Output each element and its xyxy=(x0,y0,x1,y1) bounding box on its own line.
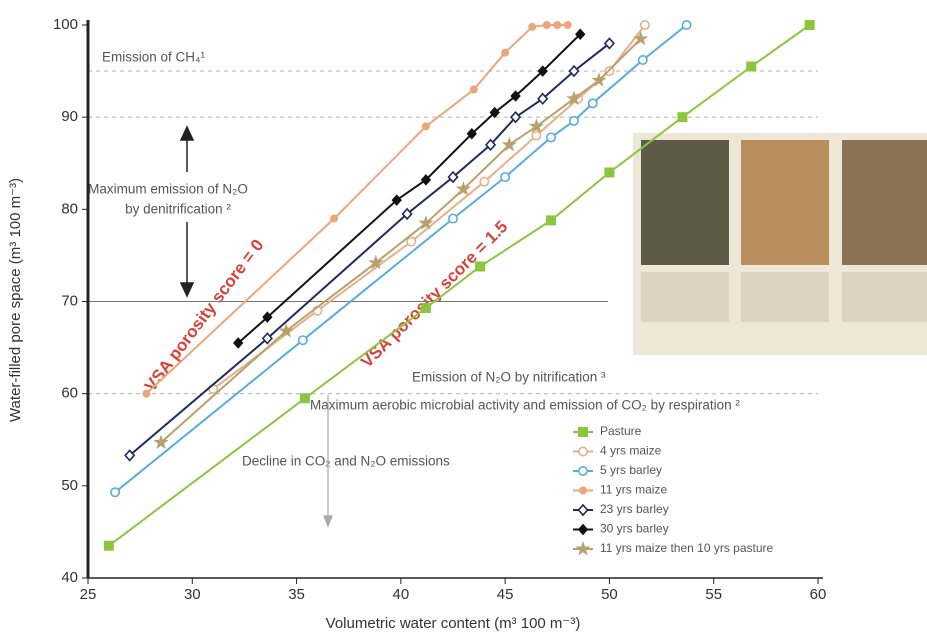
y-tick-label: 60 xyxy=(61,385,78,402)
annotation: VSA porosity score = 1.5 xyxy=(357,217,511,371)
marker xyxy=(480,177,488,185)
marker xyxy=(554,22,561,29)
annotation: Maximum emission of N₂O xyxy=(88,182,248,197)
marker xyxy=(111,488,119,496)
y-tick-label: 70 xyxy=(61,292,78,309)
marker xyxy=(501,173,509,181)
marker xyxy=(682,21,690,29)
x-tick-label: 55 xyxy=(705,586,722,603)
marker xyxy=(331,215,338,222)
marker xyxy=(422,123,429,130)
legend-marker xyxy=(579,467,587,475)
x-tick-label: 25 xyxy=(80,586,97,603)
legend-label: 11 yrs maize then 10 yrs pasture xyxy=(600,541,774,555)
x-tick-label: 35 xyxy=(288,586,305,603)
annotation: Emission of CH₄¹ xyxy=(102,50,206,65)
legend-marker xyxy=(577,543,589,555)
marker xyxy=(143,390,150,397)
legend-marker xyxy=(579,428,588,437)
marker xyxy=(570,117,578,125)
legend-label: Pasture xyxy=(600,424,642,438)
marker xyxy=(449,214,457,222)
series-line xyxy=(238,34,580,343)
x-tick-label: 45 xyxy=(497,586,514,603)
photo-inset xyxy=(633,133,927,355)
marker xyxy=(805,21,814,30)
marker xyxy=(407,237,415,245)
legend-label: 30 yrs barley xyxy=(600,522,669,536)
annotation: by denitrification ² xyxy=(125,202,231,217)
marker xyxy=(532,131,540,139)
marker xyxy=(421,303,430,312)
x-tick-label: 40 xyxy=(393,586,410,603)
annotation: VSA porosity score = 0 xyxy=(141,236,268,395)
marker xyxy=(299,336,307,344)
y-tick-label: 40 xyxy=(61,569,78,586)
marker xyxy=(605,168,614,177)
chart: Water-filled pore space (m³ 100 m⁻³) Vol… xyxy=(0,0,927,633)
x-axis-label: Volumetric water content (m³ 100 m⁻³) xyxy=(326,615,581,632)
marker xyxy=(641,21,649,29)
legend-marker xyxy=(580,487,587,494)
legend-marker xyxy=(579,525,588,535)
legend-marker xyxy=(579,505,588,515)
marker xyxy=(678,113,687,122)
legend-label: 23 yrs barley xyxy=(600,502,669,516)
y-tick-label: 50 xyxy=(61,477,78,494)
x-tick-label: 50 xyxy=(601,586,618,603)
marker xyxy=(547,133,555,141)
legend-label: 5 yrs barley xyxy=(600,463,662,477)
marker xyxy=(589,99,597,107)
marker xyxy=(300,394,309,403)
legend-label: 4 yrs maize xyxy=(600,444,662,458)
annotation: Emission of N₂O by nitrification ³ xyxy=(412,370,606,385)
x-tick-label: 30 xyxy=(184,586,201,603)
marker xyxy=(476,262,485,271)
marker xyxy=(547,216,556,225)
y-tick-label: 100 xyxy=(53,16,78,33)
x-tick-label: 60 xyxy=(810,586,827,603)
marker xyxy=(502,49,509,56)
marker xyxy=(747,62,756,71)
legend-label: 11 yrs maize xyxy=(600,483,667,497)
annotation: Maximum aerobic microbial activity and e… xyxy=(310,398,740,413)
series-line xyxy=(213,25,645,389)
marker xyxy=(470,86,477,93)
marker xyxy=(543,22,550,29)
y-tick-label: 80 xyxy=(61,200,78,217)
y-tick-label: 90 xyxy=(61,108,78,125)
marker xyxy=(564,22,571,29)
marker xyxy=(104,541,113,550)
legend-marker xyxy=(579,447,587,455)
series-line xyxy=(115,25,687,492)
annotation: Decline in CO₂ and N₂O emissions xyxy=(242,454,450,469)
marker xyxy=(639,56,647,64)
marker xyxy=(529,23,536,30)
y-axis-label: Water-filled pore space (m³ 100 m⁻³) xyxy=(7,178,24,422)
